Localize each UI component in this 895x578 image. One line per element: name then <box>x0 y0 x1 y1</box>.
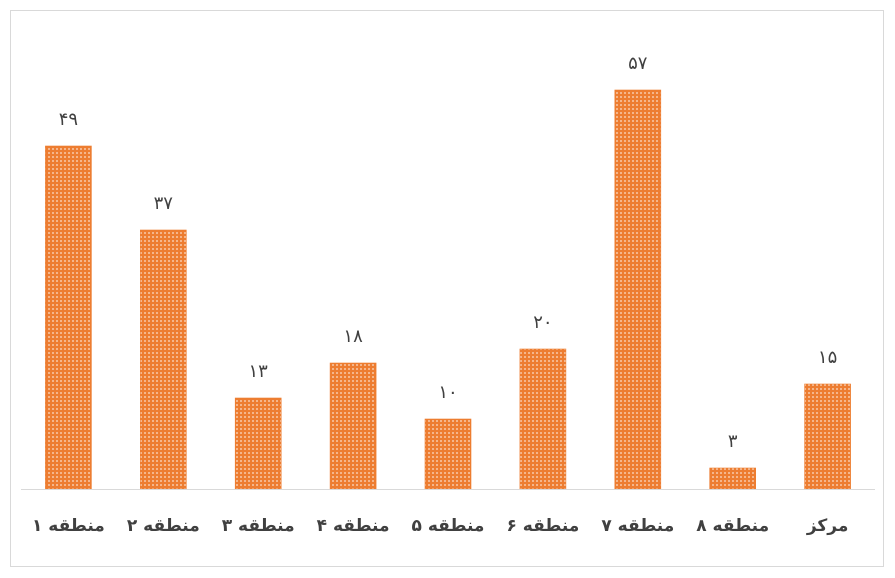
category-label-9: مرکز <box>806 516 849 536</box>
bar-3 <box>234 397 282 490</box>
value-labels-group: ۴۹ ۳۷ ۱۳ ۱۸ ۱۰ ۲۰ ۵۷ ۳ ۱۵ <box>59 53 838 452</box>
bar-9 <box>804 383 851 490</box>
category-label-4: منطقه ۴ <box>317 516 390 536</box>
value-label-3: ۱۳ <box>249 361 269 382</box>
category-label-3: منطقه ۳ <box>222 516 295 536</box>
value-label-9: ۱۵ <box>818 347 837 368</box>
value-label-5: ۱۰ <box>438 382 457 403</box>
value-label-6: ۲۰ <box>533 312 552 333</box>
bar-6 <box>519 348 567 490</box>
bar-5 <box>424 418 472 490</box>
category-label-2: منطقه ۲ <box>127 516 200 536</box>
bar-7 <box>614 89 662 490</box>
bar-1 <box>45 145 92 490</box>
value-label-4: ۱۸ <box>343 326 363 347</box>
category-labels-group: منطقه ۱ منطقه ۲ منطقه ۳ منطقه ۴ منطقه ۵ منطقه… <box>32 516 848 536</box>
value-label-8: ۳ <box>728 431 738 452</box>
category-label-1: منطقه ۱ <box>32 516 105 536</box>
value-label-2: ۳۷ <box>154 193 174 214</box>
bar-2 <box>140 229 187 490</box>
category-label-7: منطقه ۷ <box>601 516 674 536</box>
bar-8 <box>709 467 757 490</box>
value-label-7: ۵۷ <box>628 53 648 74</box>
bars-group <box>45 89 851 490</box>
value-label-1: ۴۹ <box>59 109 78 130</box>
category-label-5: منطقه ۵ <box>412 516 485 536</box>
bar-4 <box>329 362 377 490</box>
category-label-8: منطقه ۸ <box>696 516 769 536</box>
category-label-6: منطقه ۶ <box>506 516 579 536</box>
